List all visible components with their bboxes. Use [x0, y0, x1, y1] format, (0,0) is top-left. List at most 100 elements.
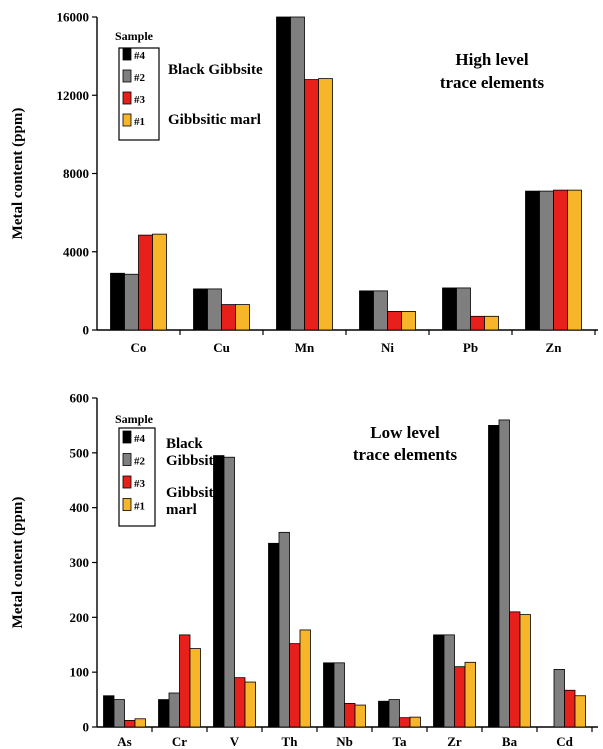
legend-group-label: marl	[166, 502, 197, 518]
bar-cr-s2	[168, 692, 180, 728]
legend-group-label: Black	[166, 436, 203, 452]
bar-nb-s1	[354, 704, 366, 728]
legend-swatch	[122, 498, 132, 511]
bar-ni-s4	[359, 290, 374, 331]
x-tick-label: Co	[131, 340, 147, 355]
bar-zn-s4	[525, 190, 540, 331]
x-tick-label: Pb	[463, 340, 478, 355]
bar-nb-s3	[344, 703, 356, 728]
y-tick-label: 0	[83, 323, 90, 338]
x-tick-label: Th	[282, 734, 299, 749]
bar-ta-s1	[409, 716, 421, 728]
x-tick-label: Ni	[381, 340, 394, 355]
bar-v-s1	[244, 681, 256, 728]
legend-swatch	[122, 47, 132, 61]
legend-title: Sample	[115, 412, 154, 426]
legend-group-label: Gibbsitic	[166, 485, 225, 501]
legend-title: Sample	[115, 29, 154, 43]
legend-entry: #3	[134, 94, 146, 106]
y-tick-label: 16000	[57, 10, 90, 25]
legend-group-label: Gibbsitic marl	[168, 112, 261, 128]
x-tick-label: Zn	[546, 340, 563, 355]
bar-pb-s2	[456, 287, 471, 331]
legend-entry: #3	[134, 478, 146, 490]
bar-as-s1	[134, 718, 146, 728]
bar-ba-s4	[488, 425, 500, 728]
bar-cu-s3	[221, 304, 236, 331]
y-axis-label: Metal content (ppm)	[10, 497, 26, 629]
bar-as-s2	[113, 699, 125, 728]
bar-ba-s3	[509, 611, 521, 728]
bar-co-s1	[152, 233, 167, 331]
bar-cu-s2	[207, 288, 222, 331]
bar-ni-s2	[373, 290, 388, 331]
chart-annotation: Low level	[370, 423, 440, 442]
legend-swatch	[122, 69, 132, 83]
bar-ni-s1	[401, 311, 416, 331]
bar-th-s1	[299, 629, 311, 728]
legend-entry: #4	[134, 50, 146, 62]
bar-v-s2	[223, 456, 235, 728]
bar-nb-s4	[323, 662, 335, 728]
legend-swatch	[122, 113, 132, 127]
bar-cd-s3	[564, 689, 576, 728]
y-tick-label: 200	[70, 610, 90, 625]
bar-th-s2	[278, 531, 290, 728]
legend-swatch	[122, 475, 132, 489]
bar-v-s3	[234, 677, 246, 728]
bar-ba-s2	[498, 419, 510, 728]
bar-mn-s4	[276, 16, 291, 331]
bar-cd-s2	[553, 669, 565, 728]
bar-ta-s4	[378, 700, 390, 728]
bar-zn-s3	[553, 189, 568, 331]
bar-zr-s2	[443, 634, 455, 728]
x-tick-label: Zr	[447, 734, 462, 749]
bar-ni-s3	[387, 311, 402, 331]
x-tick-label: Mn	[295, 340, 315, 355]
bar-th-s3	[289, 643, 301, 728]
legend-group-label: Gibbsite	[166, 453, 221, 469]
bar-mn-s1	[318, 78, 333, 331]
legend-swatch	[122, 430, 132, 444]
bar-pb-s3	[470, 315, 485, 331]
bar-cr-s4	[158, 699, 170, 728]
legend-entry: #1	[134, 116, 145, 128]
bar-zr-s1	[464, 661, 476, 728]
bar-zr-s4	[433, 634, 445, 728]
x-tick-label: Ta	[393, 734, 407, 749]
x-tick-label: Nb	[336, 734, 353, 749]
bar-co-s2	[124, 273, 139, 331]
x-tick-label: Cu	[213, 340, 230, 355]
bar-pb-s4	[442, 287, 457, 331]
bar-co-s3	[138, 234, 153, 331]
bar-cu-s1	[235, 304, 250, 331]
x-tick-label: As	[117, 734, 131, 749]
y-tick-label: 8000	[63, 166, 89, 181]
bar-as-s3	[124, 720, 136, 728]
bar-cr-s3	[179, 634, 191, 728]
legend-entry: #2	[134, 456, 146, 468]
chart-annotation: trace elements	[440, 73, 545, 92]
legend-group-label: Black Gibbsite	[168, 62, 263, 78]
bar-mn-s3	[304, 79, 319, 331]
legend-entry: #4	[134, 433, 146, 445]
legend-entry: #1	[134, 501, 145, 513]
bar-zr-s3	[454, 666, 466, 728]
bar-co-s4	[110, 272, 125, 331]
bar-zn-s1	[567, 189, 582, 331]
bar-ta-s3	[399, 717, 411, 728]
y-tick-label: 400	[70, 500, 90, 515]
x-tick-label: Ba	[502, 734, 518, 749]
bar-pb-s1	[484, 315, 499, 331]
bar-zn-s2	[539, 190, 554, 331]
legend-swatch	[122, 91, 132, 105]
y-tick-label: 100	[70, 665, 90, 680]
bar-cd-s1	[574, 695, 586, 728]
bar-th-s4	[268, 542, 280, 728]
bar-ta-s2	[388, 699, 400, 728]
chart-annotation: trace elements	[353, 445, 458, 464]
bar-cu-s4	[193, 288, 208, 331]
bar-cr-s1	[189, 648, 201, 728]
chart-2: 0 100 200 300 400 500 600 Metal content (ppm) As…	[10, 391, 598, 749]
